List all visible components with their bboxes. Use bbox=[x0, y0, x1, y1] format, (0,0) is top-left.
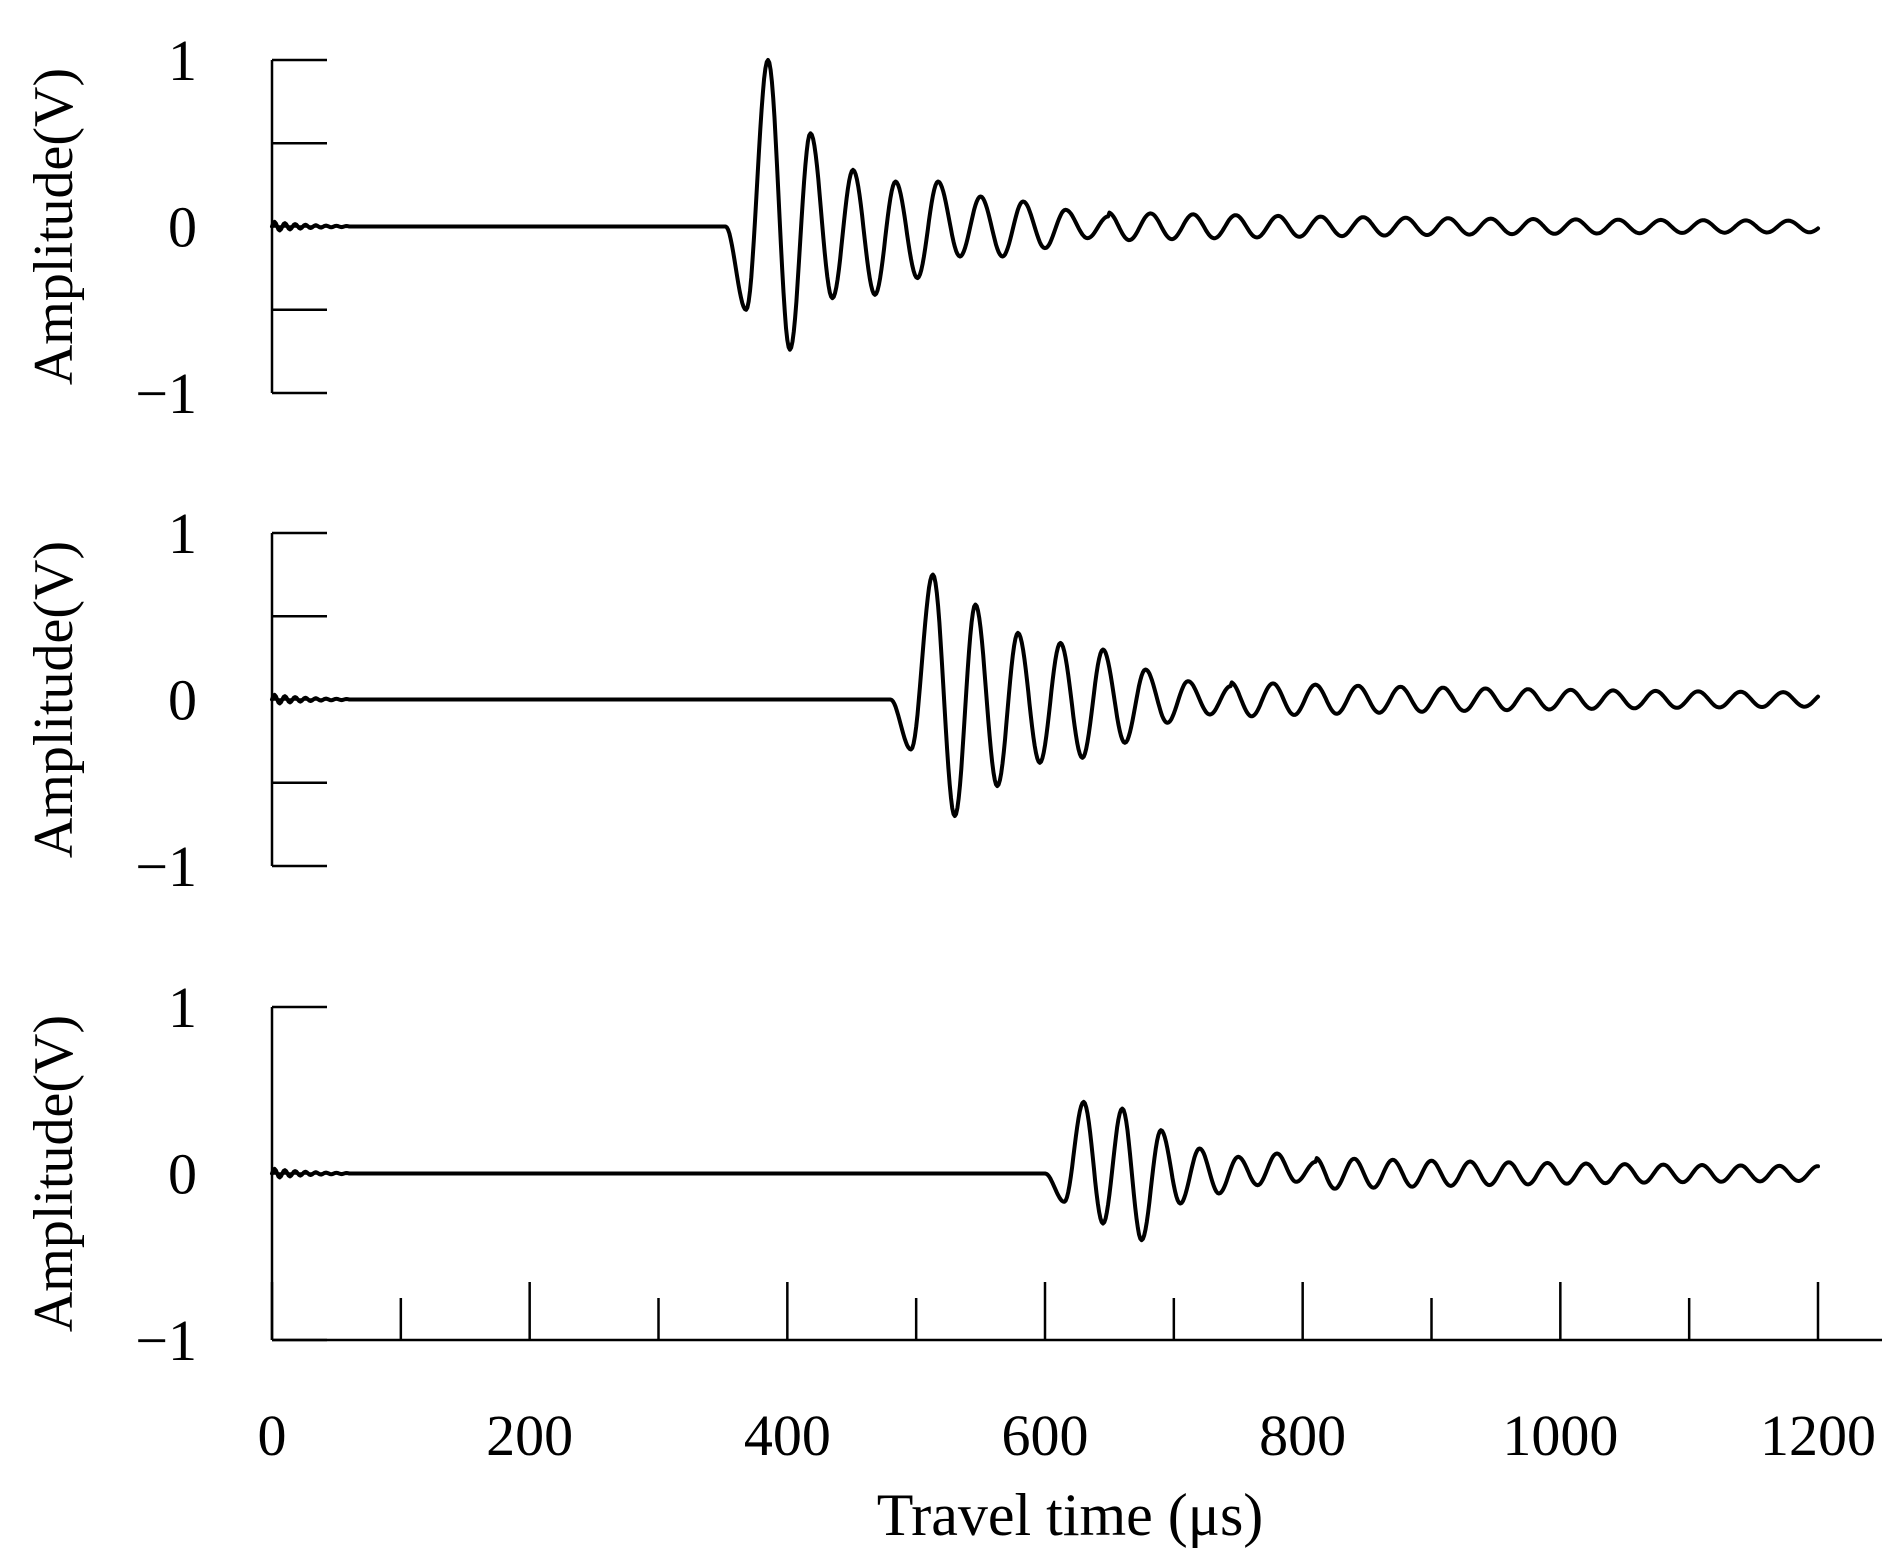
panels: −1 0 1 Amplitude(V) −1 0 1 Amplitude(V) −1 0 1 Ampl… bbox=[23, 28, 1882, 1468]
y-tick-label: 0 bbox=[168, 1142, 197, 1207]
y-axis-title: Amplitude(V) bbox=[23, 541, 85, 858]
x-axis-title: Travel time (μs) bbox=[877, 1482, 1264, 1548]
y-tick-label: 0 bbox=[168, 668, 197, 733]
panel-3: −1 0 1 Amplitude(V) 0 200 400 600 800 1000 1200 bbox=[23, 975, 1882, 1468]
y-axis-title: Amplitude(V) bbox=[23, 1015, 85, 1332]
y-tick-label: −1 bbox=[135, 361, 197, 426]
y-tick-label: 1 bbox=[168, 975, 197, 1040]
y-tick-label: −1 bbox=[135, 834, 197, 899]
x-tick-label: 600 bbox=[1002, 1403, 1089, 1468]
y-axis-title: Amplitude(V) bbox=[23, 68, 85, 385]
y-tick-label: 1 bbox=[168, 28, 197, 93]
y-tick-label: −1 bbox=[135, 1308, 197, 1373]
series-1-line bbox=[270, 1099, 1820, 1243]
series-1-line bbox=[270, 58, 1820, 352]
x-tick-label: 1200 bbox=[1760, 1403, 1876, 1468]
series-1-line bbox=[270, 572, 1820, 818]
x-tick-label: 1000 bbox=[1502, 1403, 1618, 1468]
panel-1: −1 0 1 Amplitude(V) bbox=[23, 28, 1820, 426]
x-tick-label: 800 bbox=[1259, 1403, 1346, 1468]
y-tick-label: 1 bbox=[168, 501, 197, 566]
y-tick-label: 0 bbox=[168, 195, 197, 260]
x-tick-label: 0 bbox=[258, 1403, 287, 1468]
panel-2: −1 0 1 Amplitude(V) bbox=[23, 501, 1820, 899]
x-tick-label: 400 bbox=[744, 1403, 831, 1468]
x-tick-label: 200 bbox=[486, 1403, 573, 1468]
